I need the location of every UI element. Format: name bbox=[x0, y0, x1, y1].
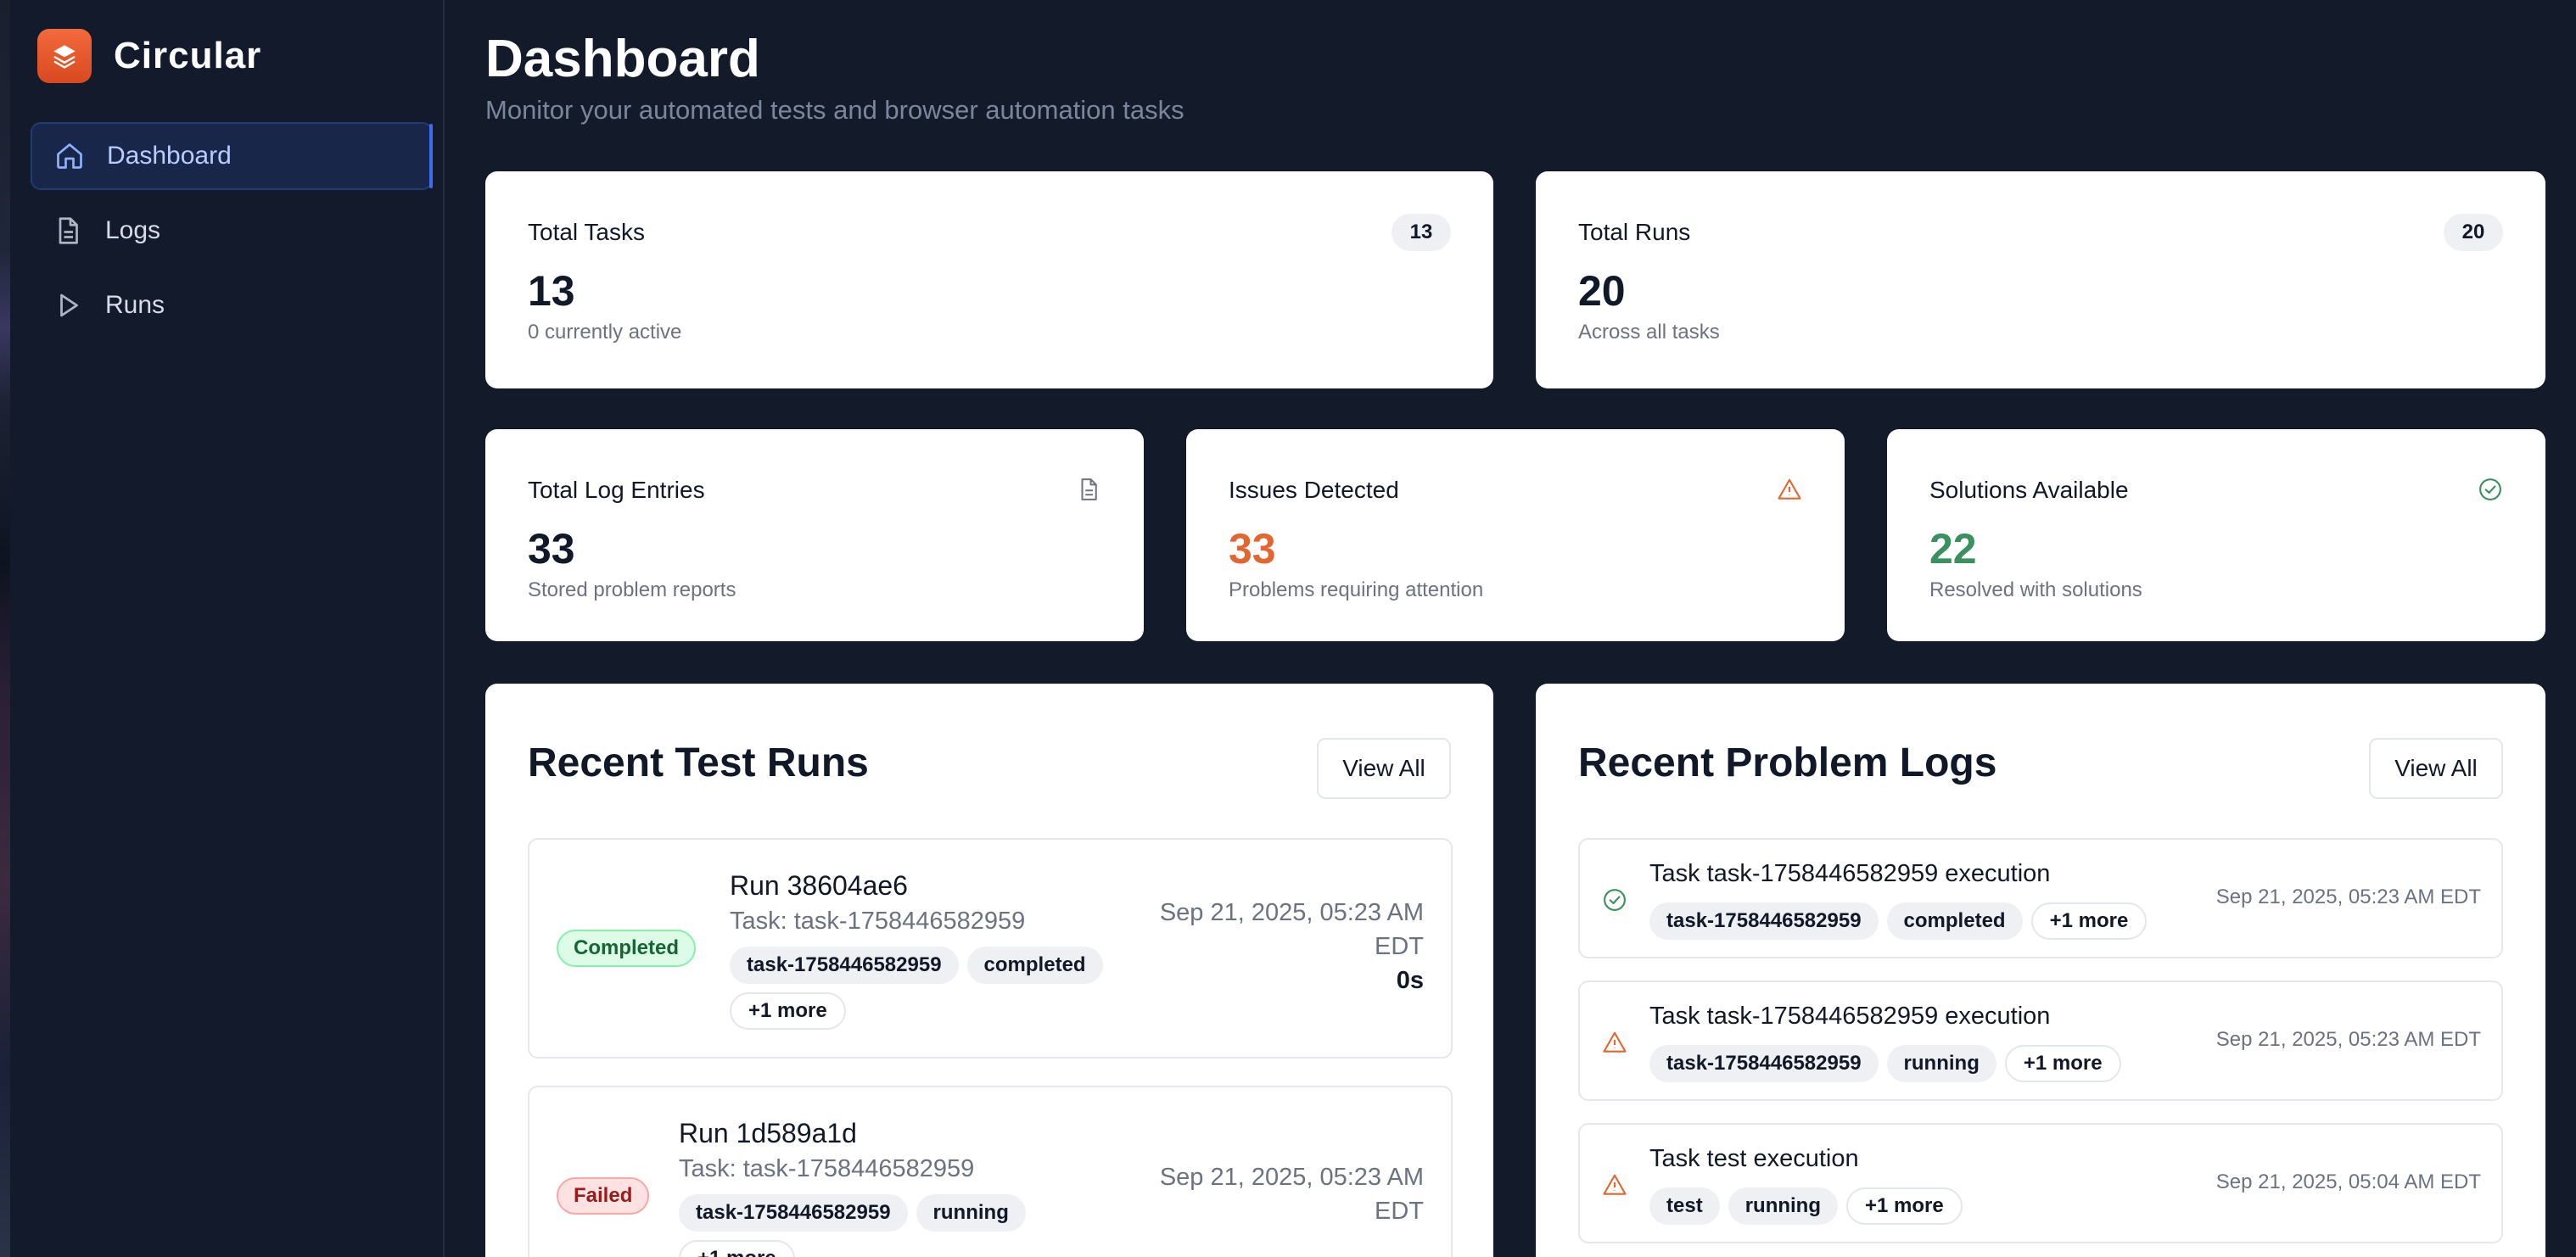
stat-subtitle: Resolved with solutions bbox=[1929, 578, 2142, 601]
tag: task-1758446582959 bbox=[1649, 1045, 1879, 1082]
sidebar-item-label: Runs bbox=[105, 291, 165, 319]
stat-subtitle: 0 currently active bbox=[528, 321, 682, 344]
desktop-edge bbox=[0, 0, 10, 1257]
log-timestamp: Sep 21, 2025, 05:23 AM EDT bbox=[2215, 885, 2481, 908]
sidebar-item-logs[interactable]: Logs bbox=[31, 197, 433, 265]
more-tags-badge[interactable]: +1 more bbox=[2030, 902, 2148, 940]
tag: running bbox=[1886, 1045, 1996, 1082]
run-duration: 0s bbox=[1396, 967, 1424, 994]
status-badge: Completed bbox=[557, 930, 697, 967]
run-item[interactable]: Completed Run 38604ae6 Task: task-175844… bbox=[528, 838, 1453, 1059]
stat-subtitle: Stored problem reports bbox=[528, 578, 736, 601]
run-date-line: Sep 21, 2025, 05:23 AM bbox=[1159, 899, 1424, 926]
page-subtitle: Monitor your automated tests and browser… bbox=[485, 95, 1184, 125]
tag: completed bbox=[1886, 902, 2023, 940]
sidebar-item-dashboard[interactable]: Dashboard bbox=[31, 122, 433, 190]
run-task: Task: task-1758446582959 bbox=[679, 1155, 975, 1182]
tag-list: task-1758446582959 running +1 more bbox=[679, 1194, 1103, 1257]
tag: task-1758446582959 bbox=[1649, 902, 1879, 940]
log-item[interactable]: Task task-1758446582959 execution task-1… bbox=[1578, 838, 2503, 958]
stat-card-total-tasks: Total Tasks 13 13 0 currently active bbox=[485, 171, 1493, 388]
tag-list: task-1758446582959 completed +1 more bbox=[1649, 902, 2148, 940]
warning-icon bbox=[1603, 1031, 1627, 1053]
count-badge: 13 bbox=[1392, 214, 1451, 251]
count-badge: 20 bbox=[2444, 214, 2503, 251]
log-item[interactable]: Task task-1758446582959 execution task-1… bbox=[1578, 980, 2503, 1101]
log-title: Task test execution bbox=[1649, 1145, 1859, 1172]
tag: task-1758446582959 bbox=[730, 947, 959, 984]
more-tags-badge[interactable]: +1 more bbox=[2004, 1045, 2121, 1082]
tag-list: task-1758446582959 running +1 more bbox=[1649, 1045, 2121, 1082]
tag: task-1758446582959 bbox=[679, 1194, 908, 1232]
run-name: Run 38604ae6 bbox=[730, 870, 908, 901]
warning-icon bbox=[1778, 478, 1801, 500]
stat-card-issues: Issues Detected 33 Problems requiring at… bbox=[1186, 429, 1845, 641]
more-tags-badge[interactable]: +1 more bbox=[1846, 1187, 1963, 1225]
file-icon bbox=[59, 217, 78, 244]
layers-logo-icon bbox=[37, 29, 92, 83]
stat-value: 33 bbox=[528, 525, 575, 573]
run-task: Task: task-1758446582959 bbox=[730, 908, 1026, 935]
more-tags-badge[interactable]: +1 more bbox=[679, 1240, 795, 1257]
run-item[interactable]: Failed Run 1d589a1d Task: task-175844658… bbox=[528, 1086, 1453, 1257]
section-title: Recent Problem Logs bbox=[1578, 740, 1997, 785]
brand[interactable]: Circular bbox=[37, 29, 261, 83]
tag: completed bbox=[966, 947, 1103, 984]
recent-runs-panel: Recent Test Runs View All Completed Run … bbox=[485, 684, 1493, 1257]
log-title: Task task-1758446582959 execution bbox=[1649, 860, 2051, 887]
play-icon bbox=[60, 293, 78, 317]
stat-card-solutions: Solutions Available 22 Resolved with sol… bbox=[1887, 429, 2545, 641]
more-tags-badge[interactable]: +1 more bbox=[730, 992, 846, 1030]
view-all-logs-button[interactable]: View All bbox=[2369, 738, 2503, 799]
check-circle-icon bbox=[1604, 889, 1626, 911]
stat-title: Total Tasks bbox=[528, 219, 645, 245]
section-title: Recent Test Runs bbox=[528, 740, 869, 785]
sidebar-item-label: Dashboard bbox=[107, 142, 232, 170]
stat-value: 20 bbox=[1578, 267, 1626, 315]
stat-title: Solutions Available bbox=[1929, 477, 2129, 503]
sidebar-nav: Dashboard Logs Runs bbox=[31, 122, 433, 346]
stat-value: 33 bbox=[1229, 525, 1276, 573]
view-all-runs-button[interactable]: View All bbox=[1317, 738, 1451, 799]
stat-subtitle: Problems requiring attention bbox=[1229, 578, 1484, 601]
check-circle-icon bbox=[2479, 478, 2501, 500]
log-item[interactable]: Task test execution test running +1 more… bbox=[1578, 1123, 2503, 1243]
stat-value: 22 bbox=[1929, 525, 1977, 573]
stat-card-total-runs: Total Runs 20 20 Across all tasks bbox=[1536, 171, 2545, 388]
log-title: Task task-1758446582959 execution bbox=[1649, 1003, 2051, 1030]
stat-title: Issues Detected bbox=[1229, 477, 1399, 503]
stat-title: Total Log Entries bbox=[528, 477, 705, 503]
tag-list: task-1758446582959 completed +1 more bbox=[730, 947, 1154, 1030]
sidebar: Circular Dashboard Logs Runs bbox=[10, 0, 445, 1257]
run-date-line: Sep 21, 2025, 05:23 AM bbox=[1159, 1164, 1424, 1191]
tag: test bbox=[1649, 1187, 1720, 1225]
run-timestamp: Sep 21, 2025, 05:23 AM EDT bbox=[1160, 1160, 1424, 1228]
run-date-line: EDT bbox=[1375, 1198, 1424, 1225]
log-timestamp: Sep 21, 2025, 05:23 AM EDT bbox=[2215, 1028, 2481, 1051]
tag: running bbox=[916, 1194, 1026, 1232]
status-badge: Failed bbox=[557, 1177, 650, 1215]
stat-value: 13 bbox=[528, 267, 575, 315]
brand-name: Circular bbox=[114, 35, 262, 76]
sidebar-item-runs[interactable]: Runs bbox=[31, 271, 433, 339]
run-name: Run 1d589a1d bbox=[679, 1118, 857, 1148]
run-date-line: EDT bbox=[1375, 933, 1424, 960]
stat-card-log-entries: Total Log Entries 33 Stored problem repo… bbox=[485, 429, 1144, 641]
page-title: Dashboard bbox=[485, 30, 760, 88]
stat-title: Total Runs bbox=[1578, 219, 1691, 245]
sidebar-item-label: Logs bbox=[105, 216, 161, 244]
file-icon bbox=[1081, 478, 1097, 500]
recent-logs-panel: Recent Problem Logs View All Task task-1… bbox=[1536, 684, 2545, 1257]
run-timestamp: Sep 21, 2025, 05:23 AM EDT 0s bbox=[1160, 896, 1424, 997]
tag: running bbox=[1728, 1187, 1838, 1225]
warning-icon bbox=[1603, 1174, 1627, 1195]
home-icon bbox=[57, 143, 82, 169]
log-timestamp: Sep 21, 2025, 05:04 AM EDT bbox=[2215, 1170, 2481, 1193]
tag-list: test running +1 more bbox=[1649, 1187, 1963, 1225]
stat-subtitle: Across all tasks bbox=[1578, 321, 1720, 344]
